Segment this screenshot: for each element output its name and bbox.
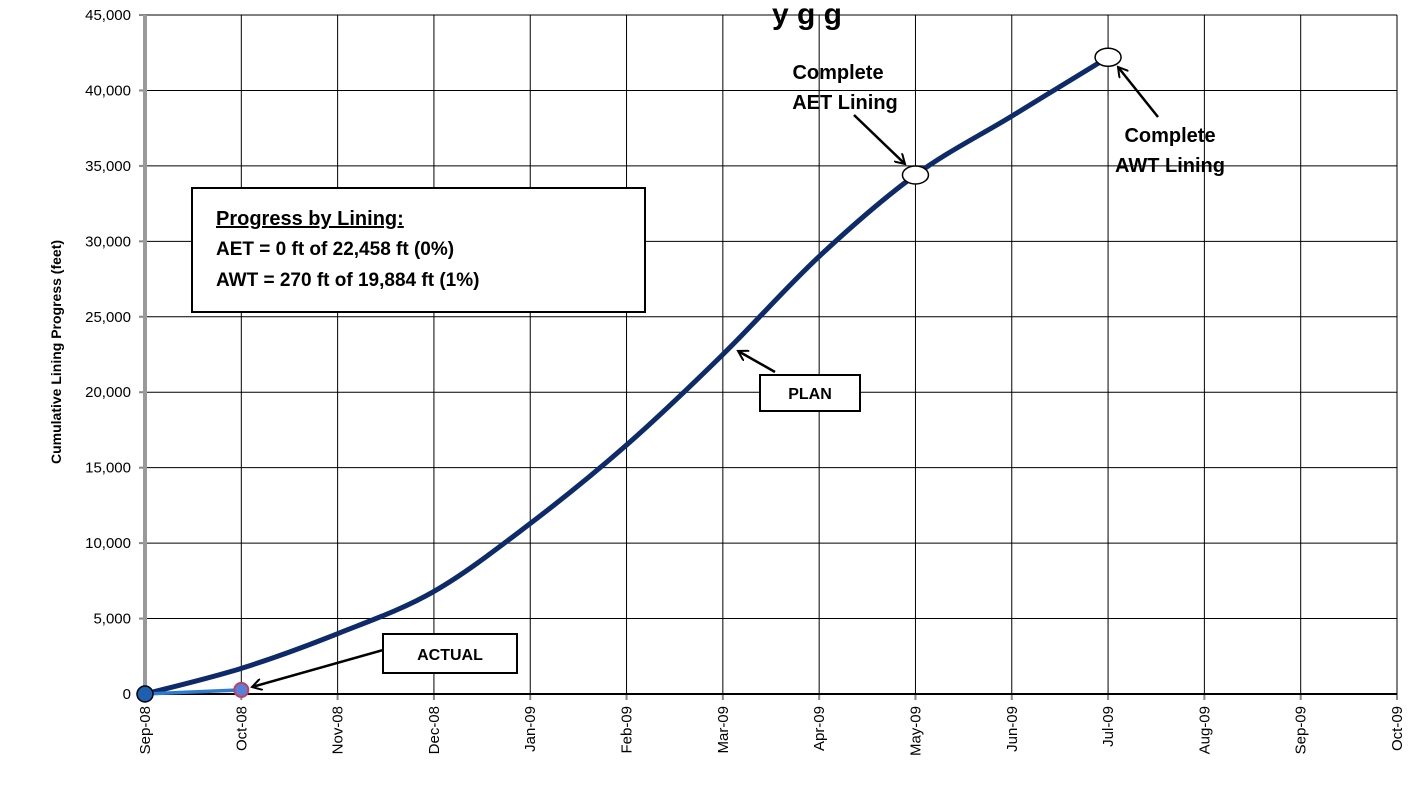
actual-label-frame <box>382 633 518 674</box>
series-line-actual <box>143 688 244 696</box>
plan-label-box: PLAN <box>759 374 861 412</box>
series-line-plan <box>142 54 1111 697</box>
milestone-marker-aet <box>901 165 930 185</box>
aet-milestone-label-line1: Complete <box>792 62 883 84</box>
actual-label-box: ACTUAL <box>382 633 518 674</box>
x-tick-label: Sep-08 <box>137 706 154 754</box>
plan-label-text: PLAN <box>788 386 832 403</box>
x-tick-label: Oct-08 <box>233 706 250 751</box>
awt-milestone-label-line2: AWT Lining <box>1115 155 1225 177</box>
y-tick-label: 25,000 <box>85 309 131 326</box>
grid-layer <box>145 14 1398 694</box>
x-tick-label: Dec-08 <box>426 706 443 754</box>
y-tick-label: 35,000 <box>85 158 131 175</box>
y-axis-title: Cumulative Lining Progress (feet) <box>48 240 64 464</box>
progress-box-awt: AWT = 270 ft of 19,884 ft (1%) <box>216 270 479 291</box>
marker-layer <box>136 47 1122 703</box>
y-tick-label: 10,000 <box>85 535 131 552</box>
y-tick-label: 20,000 <box>85 384 131 401</box>
progress-box: Progress by Lining: AET = 0 ft of 22,458… <box>191 187 646 313</box>
aet-milestone-label-line2: AET Lining <box>792 92 898 114</box>
series-layer <box>142 54 1111 697</box>
progress-box-heading: Progress by Lining: <box>216 208 404 230</box>
actual-label-text: ACTUAL <box>417 647 483 664</box>
y-tick-label: 40,000 <box>85 82 131 99</box>
y-tick-label: 5,000 <box>93 611 131 628</box>
x-tick-label: Oct-09 <box>1389 706 1406 751</box>
progress-box-frame <box>191 187 646 313</box>
y-tick-label: 15,000 <box>85 460 131 477</box>
axis-layer: 0 5,000 10,000 15,000 20,000 25,000 30,000 35,0… <box>85 7 1406 756</box>
x-tick-label: Sep-09 <box>1293 706 1310 754</box>
progress-box-aet: AET = 0 ft of 22,458 ft (0%) <box>216 239 454 260</box>
x-tick-label: Aug-09 <box>1196 706 1213 754</box>
actual-start-point <box>136 685 154 703</box>
awt-milestone-label-line1: Complete <box>1124 125 1215 147</box>
actual-arrow <box>252 648 384 687</box>
x-tick-label: Nov-08 <box>330 706 347 754</box>
x-tick-label: May-09 <box>907 706 924 756</box>
x-tick-label: Jan-09 <box>522 706 539 752</box>
actual-end-point <box>233 681 250 698</box>
x-tick-label: Mar-09 <box>715 706 732 754</box>
aet-milestone-arrow <box>853 114 905 164</box>
plan-label-frame <box>759 374 861 412</box>
plan-arrow <box>738 351 776 374</box>
y-tick-label: 30,000 <box>85 233 131 250</box>
x-tick-label: Feb-09 <box>619 706 636 754</box>
x-tick-label: Jul-09 <box>1100 706 1117 747</box>
milestone-marker-awt <box>1094 47 1122 67</box>
awt-milestone-arrow <box>1118 67 1159 118</box>
y-tick-label: 0 <box>123 686 131 703</box>
x-tick-label: Jun-09 <box>1004 706 1021 752</box>
x-tick-label: Apr-09 <box>811 706 828 751</box>
y-tick-label: 45,000 <box>85 7 131 24</box>
